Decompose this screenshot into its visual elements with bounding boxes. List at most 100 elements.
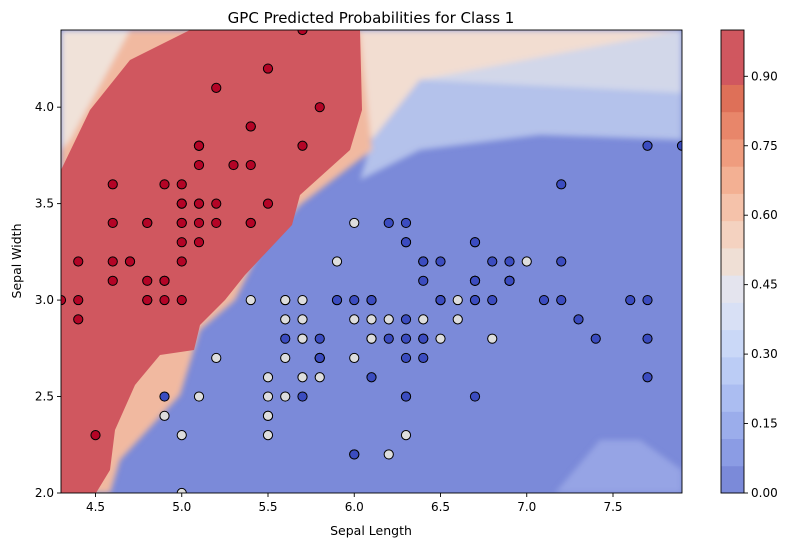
colorbar-band [721,111,744,140]
data-point [176,179,187,190]
data-point [383,217,394,229]
contour-transition-upper [360,30,682,180]
data-point [280,352,291,364]
data-point [73,314,84,325]
data-point [349,352,360,364]
data-point [642,140,653,151]
colorbar-band [721,30,744,58]
plot-frame [60,29,683,494]
data-point [418,256,429,267]
data-point [280,391,291,402]
data-point [435,333,446,344]
colorbar-band [721,411,744,440]
colorbar-band [721,384,744,412]
data-point [452,294,463,306]
data-point [400,237,412,248]
data-point [124,256,136,267]
data-point [642,333,653,344]
data-point [487,256,498,267]
data-point [159,179,170,190]
data-point [366,314,377,325]
x-tick-label: 7.5 [603,500,622,514]
data-point [314,102,325,113]
colorbar-frame [720,29,745,494]
data-point [573,314,584,325]
data-point [452,314,463,325]
data-point [211,198,222,209]
data-point [193,159,205,171]
colorbar-tick-label: 0.90 [751,69,778,83]
colorbar-band [721,465,744,494]
data-point [469,391,481,402]
data-point [366,333,377,344]
data-point [176,198,187,209]
colorbar-band [721,138,744,167]
data-point [349,314,360,325]
data-point [418,352,429,364]
data-point [176,294,187,306]
data-point [314,372,325,383]
data-point [193,140,205,151]
x-axis-label: Sepal Length [330,523,412,538]
x-tick-label: 6.5 [431,500,450,514]
data-point [625,294,636,306]
x-axis: 4.5 5.0 5.5 6.0 6.5 7.0 7.5 [86,493,623,514]
data-point [193,391,205,402]
data-point [469,294,481,306]
data-point [193,217,205,229]
data-point [297,140,308,151]
data-point [211,82,222,93]
colorbar-tick-label: 0.60 [751,208,778,222]
colorbar-band [721,57,744,85]
data-point [262,391,274,402]
x-tick-label: 4.5 [86,500,105,514]
y-tick-label: 3.0 [35,293,54,307]
data-point [245,217,256,229]
colorbar-tick-label: 0.75 [751,139,778,153]
data-point [366,372,377,383]
data-point [159,294,170,306]
y-tick-label: 4.0 [35,100,54,114]
data-point [487,333,498,344]
data-point [556,294,567,306]
data-point [193,198,205,209]
contour-corner-halo [61,30,130,150]
data-point [400,333,412,344]
data-point [297,314,308,325]
colorbar-band [721,247,744,276]
data-point [262,410,274,421]
data-point [487,294,498,306]
data-point [642,294,653,306]
data-point [676,140,682,151]
data-point [245,294,256,306]
data-point [504,256,515,267]
data-point [469,237,481,248]
data-point [142,275,153,286]
data-point [642,372,653,383]
data-point [297,391,308,402]
data-point [400,352,412,364]
data-point [469,275,481,286]
data-point [280,314,291,325]
data-point [73,256,84,267]
probability-contour [61,30,682,493]
colorbar-tick-label: 0.00 [751,486,778,500]
data-point [142,294,153,306]
data-point [262,198,274,209]
data-point [159,391,170,402]
colorbar-band [721,193,744,222]
colorbar-band [721,220,744,249]
data-point [107,275,118,286]
data-point [280,333,291,344]
data-point [556,179,567,190]
y-axis: 2.0 2.5 3.0 3.5 4.0 [35,100,61,500]
data-point [418,314,429,325]
data-point [228,159,239,171]
data-point [176,430,187,441]
data-point [590,333,601,344]
data-point [262,372,274,383]
data-point [262,430,274,441]
data-point [331,294,343,306]
